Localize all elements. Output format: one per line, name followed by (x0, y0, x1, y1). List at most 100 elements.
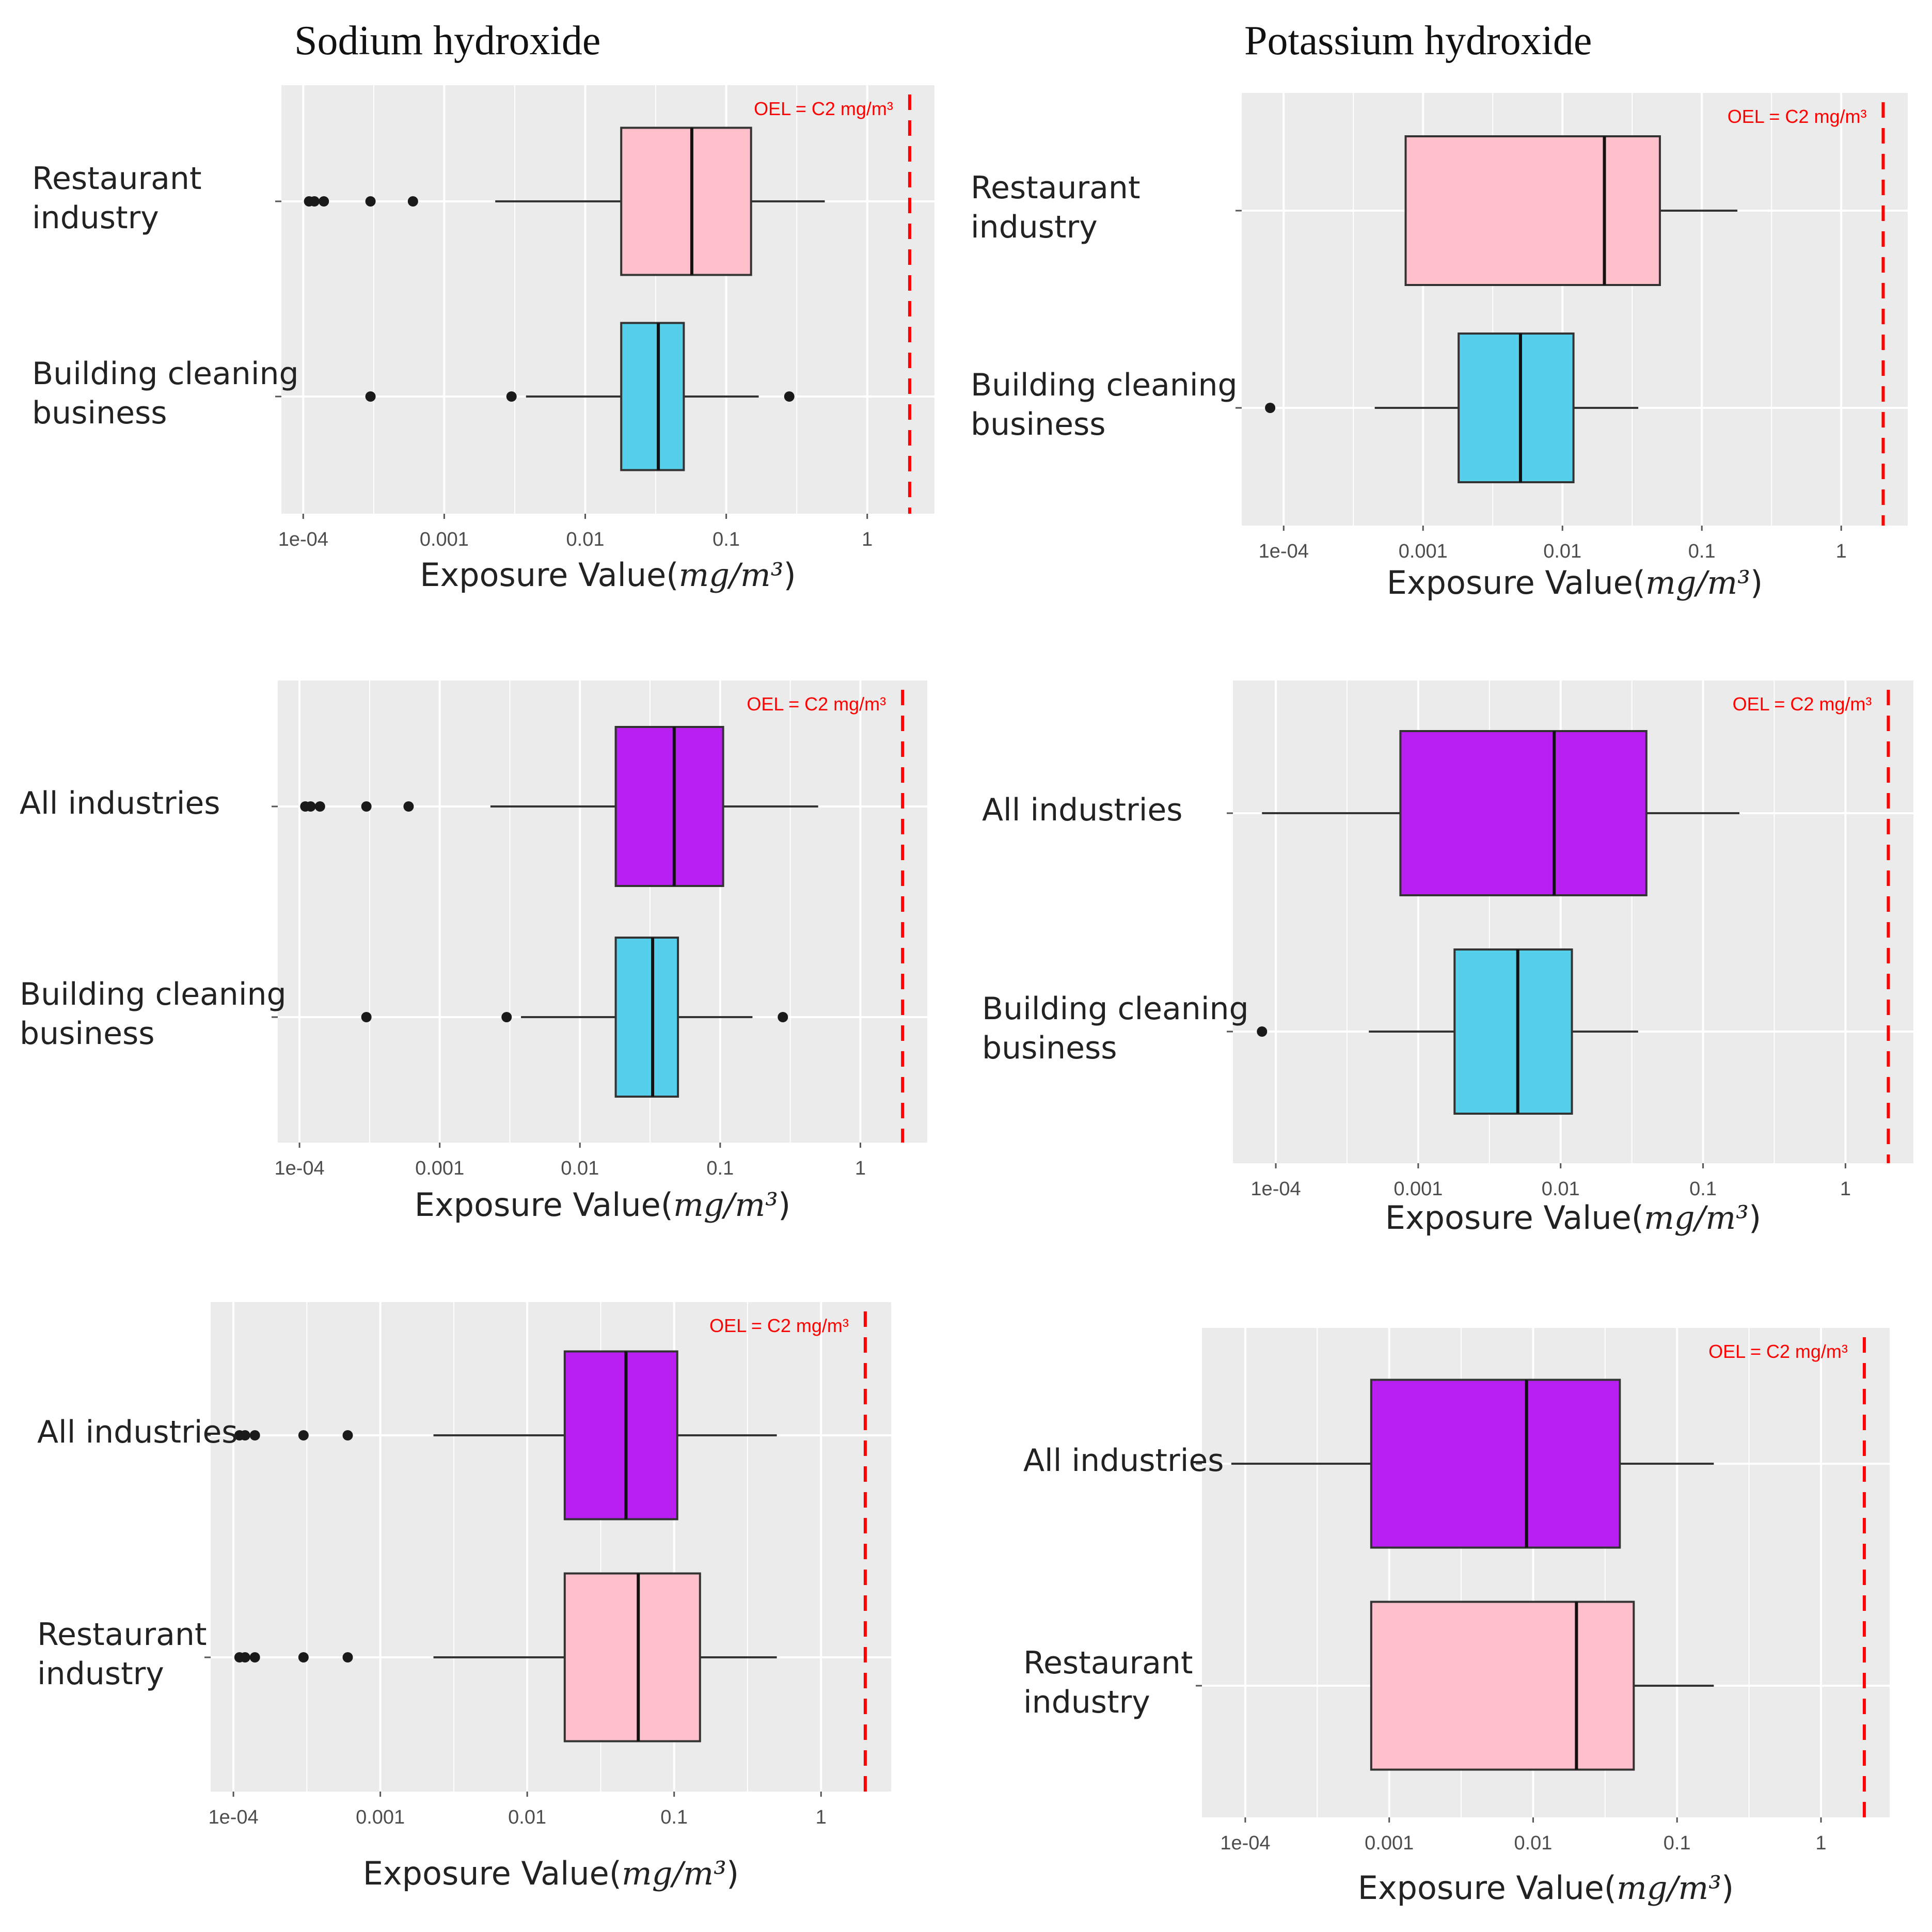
iqr-box (620, 126, 752, 276)
iqr-box (1399, 730, 1648, 896)
box-restaurant-industry: Restaurant industry (32, 126, 825, 276)
iqr-box (620, 322, 685, 471)
x-tick-label: 0.001 (1365, 1832, 1414, 1854)
outlier-point (361, 801, 372, 812)
iqr-box (614, 937, 679, 1098)
category-label: Restaurant industry (971, 170, 1140, 245)
x-tick-label: 0.001 (356, 1807, 405, 1828)
x-tick-label: 0.1 (712, 529, 740, 550)
x-tick-label: 0.1 (1688, 541, 1716, 562)
outlier-point (1265, 403, 1276, 413)
x-axis-title: Exposure Value(mg/m³) (363, 1855, 739, 1892)
iqr-box (614, 726, 724, 887)
outlier-point (298, 1430, 309, 1440)
iqr-box (1370, 1379, 1621, 1549)
category-label: Restaurant industry (37, 1617, 207, 1692)
x-tick-label: 1 (1840, 1178, 1851, 1200)
iqr-box (563, 1350, 678, 1521)
outlier-point (309, 196, 320, 207)
x-tick-label: 0.01 (566, 529, 605, 550)
box-all-industries: All industries (1023, 1379, 1714, 1549)
category-label: Building cleaning business (32, 356, 299, 431)
x-tick-label: 0.001 (1393, 1178, 1443, 1200)
x-tick-label: 0.01 (508, 1807, 546, 1828)
category-label: Restaurant industry (1023, 1645, 1193, 1720)
outlier-point (314, 801, 325, 812)
outlier-point (365, 391, 376, 402)
x-tick-label: 0.1 (660, 1807, 688, 1828)
panel-background (211, 1302, 891, 1792)
outlier-point (403, 801, 414, 812)
x-tick-label: 0.01 (561, 1158, 599, 1179)
x-tick-label: 0.001 (420, 529, 469, 550)
box-all-industries: All industries (20, 726, 818, 887)
x-axis-title: Exposure Value(mg/m³) (415, 1186, 790, 1224)
outlier-point (240, 1652, 250, 1662)
panel-3: 1e-04 0.001 0.01 0.1 1 OEL = C2 mg/m³ All indu… (20, 680, 927, 1224)
x-tick-label: 0.001 (1399, 541, 1448, 562)
panel-4: 1e-04 0.001 0.01 0.1 1 OEL = C2 mg/m³ All indu… (982, 680, 1913, 1237)
column-title-potassium: Potassium hydroxide (1244, 18, 1592, 64)
x-tick-label: 1e-04 (274, 1158, 324, 1179)
oel-label: OEL = C2 mg/m³ (1733, 693, 1872, 715)
outlier-point (249, 1652, 260, 1662)
outlier-point (240, 1430, 250, 1440)
oel-label: OEL = C2 mg/m³ (754, 98, 893, 119)
box-all-industries: All industries (982, 730, 1739, 896)
panel-background (281, 85, 935, 514)
outlier-point (319, 196, 329, 207)
oel-label: OEL = C2 mg/m³ (747, 693, 886, 715)
box-restaurant-industry: Restaurant industry (1023, 1601, 1714, 1771)
oel-label: OEL = C2 mg/m³ (1728, 106, 1867, 127)
outlier-point (249, 1430, 260, 1440)
panel-6: 1e-04 0.001 0.01 0.1 1 OEL = C2 mg/m³ All indu… (1023, 1328, 1890, 1907)
x-tick-label: 0.001 (415, 1158, 464, 1179)
category-label: All industries (982, 792, 1183, 828)
outlier-point (407, 196, 418, 207)
iqr-box (563, 1572, 701, 1743)
category-label: Building cleaning business (971, 367, 1238, 442)
outlier-point (305, 801, 316, 812)
box-restaurant-industry: Restaurant industry (37, 1572, 777, 1743)
column-title-sodium: Sodium hydroxide (294, 18, 600, 64)
outlier-point (506, 391, 517, 402)
outlier-point (784, 391, 795, 402)
oel-label: OEL = C2 mg/m³ (709, 1315, 849, 1336)
outlier-point (298, 1652, 309, 1662)
category-label: All industries (20, 785, 220, 821)
x-tick-label: 1e-04 (278, 529, 328, 550)
x-axis-title: Exposure Value(mg/m³) (420, 556, 796, 594)
x-tick-label: 0.1 (706, 1158, 734, 1179)
box-building-cleaning-business: Building cleaning business (971, 332, 1639, 483)
x-tick-label: 1e-04 (1250, 1178, 1301, 1200)
outlier-point (501, 1012, 512, 1022)
box-all-industries: All industries (37, 1350, 777, 1521)
x-tick-label: 0.01 (1514, 1832, 1552, 1854)
outlier-point (342, 1430, 353, 1440)
outlier-point (365, 196, 376, 207)
x-tick-label: 1 (816, 1807, 827, 1828)
panels: 1e-04 0.001 0.01 0.1 1 OEL = C2 mg/m³ Restaura… (20, 85, 1913, 1907)
iqr-box (1370, 1601, 1635, 1771)
outlier-point (778, 1012, 788, 1022)
category-label: All industries (37, 1414, 238, 1450)
category-label: Restaurant industry (32, 161, 201, 236)
x-tick-label: 0.1 (1664, 1832, 1691, 1854)
category-label: Building cleaning business (982, 991, 1249, 1066)
iqr-box (1458, 332, 1575, 483)
x-tick-label: 1 (862, 529, 873, 550)
outlier-point (361, 1012, 372, 1022)
panel-5: 1e-04 0.001 0.01 0.1 1 OEL = C2 mg/m³ All indu… (37, 1302, 891, 1892)
x-tick-label: 1 (1836, 541, 1847, 562)
panel-1: 1e-04 0.001 0.01 0.1 1 OEL = C2 mg/m³ Restaura… (32, 85, 935, 594)
x-tick-label: 0.01 (1543, 541, 1581, 562)
panel-background (278, 680, 927, 1143)
x-tick-label: 1 (1815, 1832, 1826, 1854)
x-tick-label: 0.01 (1542, 1178, 1580, 1200)
iqr-box (1404, 135, 1661, 286)
x-tick-label: 0.1 (1689, 1178, 1717, 1200)
outlier-point (1257, 1026, 1268, 1037)
oel-label: OEL = C2 mg/m³ (1708, 1341, 1848, 1362)
x-tick-label: 1e-04 (1259, 541, 1309, 562)
x-tick-label: 1e-04 (208, 1807, 258, 1828)
